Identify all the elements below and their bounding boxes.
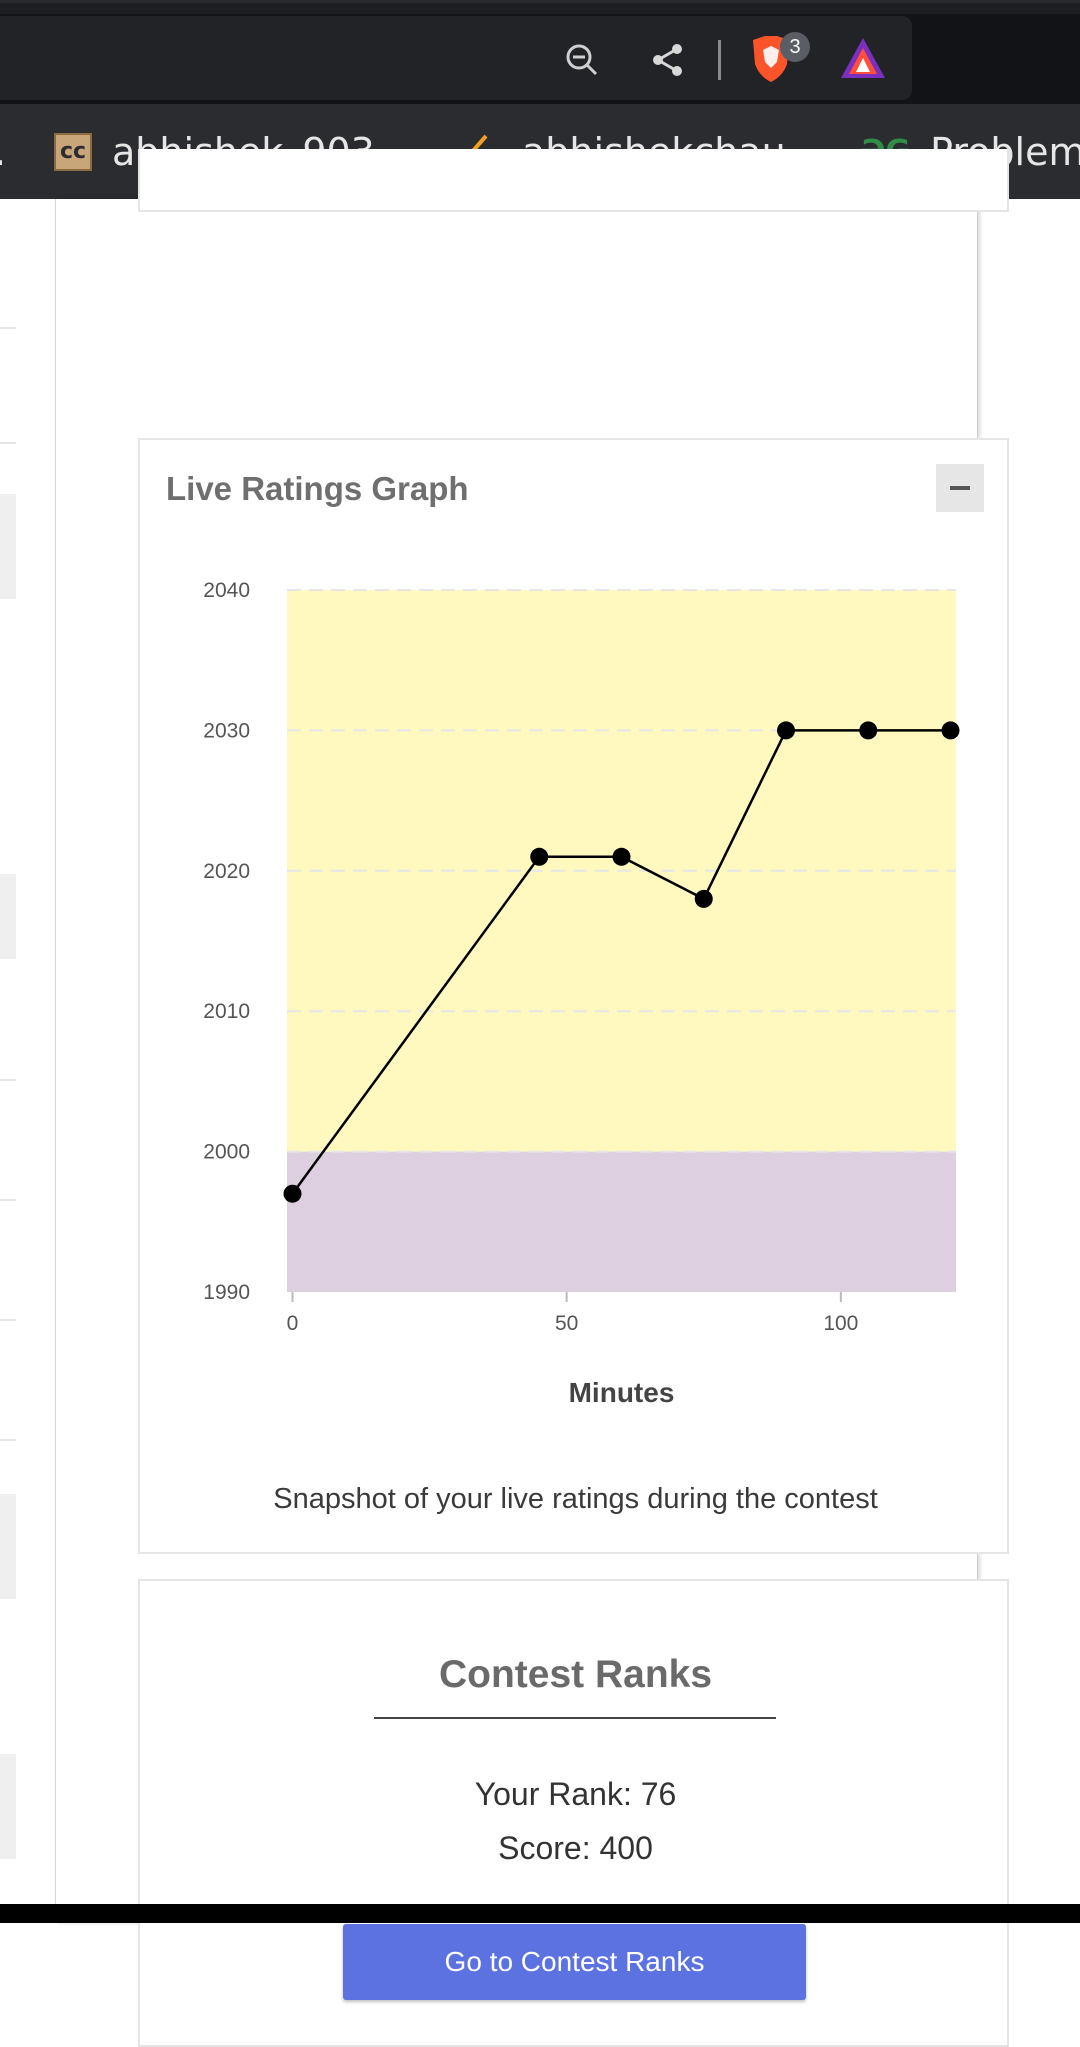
main-column: Live Ratings Graph 1990 2000 2010 2020 2030 2… <box>56 149 1009 2047</box>
left-sidebar-edge <box>0 199 56 1923</box>
chart-caption: Snapshot of your live ratings during the… <box>273 1483 878 1515</box>
ratings-chart: 1990 2000 2010 2020 2030 2040 0 50 100 Minutes <box>203 579 960 1408</box>
title-underline <box>374 1717 776 1719</box>
toolbar-divider <box>718 40 721 80</box>
zoom-out-icon[interactable] <box>558 36 606 84</box>
x-tick-label: 0 <box>287 1312 299 1335</box>
x-tick-label: 50 <box>555 1312 578 1335</box>
your-rank: Your Rank: 76 <box>474 1776 677 1812</box>
x-axis-label: Minutes <box>569 1377 675 1408</box>
previous-card <box>138 149 1009 212</box>
data-point <box>859 721 878 740</box>
brave-rewards-icon[interactable] <box>838 34 888 84</box>
x-tick-label: 100 <box>823 1312 858 1335</box>
collapse-button[interactable] <box>936 464 984 512</box>
bookmark-fragment[interactable]: . <box>0 104 6 199</box>
y-tick-label: 2040 <box>203 579 250 602</box>
bottom-edge <box>0 1904 1080 1923</box>
y-tick-label: 2010 <box>203 1000 250 1023</box>
data-point <box>941 721 960 740</box>
tab-strip <box>0 0 1080 14</box>
tab-strip-edge <box>0 0 1080 3</box>
y-tick-label: 2000 <box>203 1141 250 1164</box>
contest-ranks-card: Contest Ranks Your Rank: 76 Score: 400 G… <box>138 1579 1009 2047</box>
data-point <box>283 1184 302 1203</box>
y-tick-label: 2030 <box>203 719 250 742</box>
y-tick-label: 2020 <box>203 860 250 883</box>
rating-band <box>287 1151 956 1292</box>
share-icon[interactable] <box>644 36 692 84</box>
codechef-icon: cc <box>54 132 92 171</box>
data-point <box>777 721 796 740</box>
data-point <box>530 847 549 866</box>
score: Score: 400 <box>498 1830 653 1866</box>
card-title: Live Ratings Graph <box>166 470 469 507</box>
contest-ranks-title: Contest Ranks <box>438 1653 713 1696</box>
go-to-contest-ranks-button[interactable]: Go to Contest Ranks <box>343 1924 806 2000</box>
y-tick-label: 1990 <box>203 1281 250 1304</box>
shield-badge: 3 <box>780 32 810 62</box>
live-ratings-card: Live Ratings Graph 1990 2000 2010 2020 2030 2… <box>138 438 1009 1554</box>
data-point <box>612 847 631 866</box>
minus-icon <box>950 486 970 490</box>
data-point <box>694 889 713 908</box>
